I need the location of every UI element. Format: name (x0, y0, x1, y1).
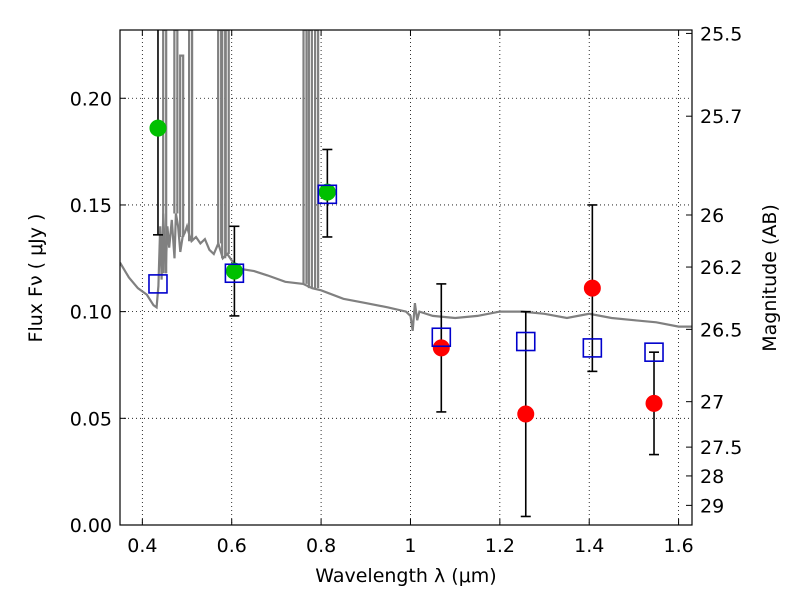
plot-clip-group (120, 30, 692, 518)
right-axis-label: Magnitude (AB) (759, 204, 781, 352)
mag-tick-label: 26.5 (700, 319, 742, 341)
data-point (432, 339, 450, 357)
data-point (318, 183, 336, 201)
model-photometry-point (224, 263, 245, 284)
x-tick-label: 1.2 (485, 535, 515, 557)
emission-line (224, 30, 230, 255)
mag-tick-label: 26 (700, 205, 724, 227)
emission-line (188, 30, 194, 242)
axes: 0.4 0.6 0.8 1 1.2 1.4 1.6 0.00 0.05 0.10 0.15 0.20 2… (70, 23, 743, 557)
mag-tick-label: 26.2 (700, 257, 742, 279)
plot-frame (119, 29, 693, 526)
grid (120, 30, 692, 526)
emission-line (173, 30, 179, 214)
data-point (583, 279, 601, 297)
emission-line (307, 30, 313, 289)
y-tick-label: 0.00 (70, 515, 112, 537)
mag-tick-label: 28 (700, 466, 724, 488)
x-tick-label: 1.4 (574, 535, 604, 557)
x-axis-label: Wavelength λ (μm) (315, 565, 496, 587)
model-photometry-point (431, 327, 452, 348)
data-point (517, 405, 535, 423)
x-tick-label: 0.4 (127, 535, 157, 557)
mag-tick-label: 27.5 (700, 437, 742, 459)
x-tick-label: 1 (404, 535, 416, 557)
model-photometry-point (317, 184, 338, 205)
y-tick-label: 0.05 (70, 408, 112, 430)
model-photometry-point (644, 342, 664, 362)
y-axis-label: Flux Fν ( μJy ) (25, 214, 47, 343)
emission-line (162, 30, 168, 274)
model-photometry-point (515, 331, 536, 352)
emission-line (217, 30, 223, 244)
mag-tick-label: 29 (700, 495, 724, 517)
x-tick-label: 0.6 (217, 535, 247, 557)
x-tick-label: 0.8 (306, 535, 336, 557)
mag-tick-label: 25.5 (700, 23, 742, 45)
model-photometry-point (582, 338, 603, 358)
data-point (225, 262, 243, 280)
y-tick-label: 0.20 (70, 88, 112, 110)
model-spectrum-line (120, 213, 692, 331)
y-tick-label: 0.15 (70, 195, 112, 217)
mag-tick-label: 25.7 (700, 106, 742, 128)
emission-line (179, 54, 185, 237)
data-point (149, 119, 167, 137)
y-tick-label: 0.10 (70, 302, 112, 324)
model-photometry-point (148, 274, 168, 294)
data-point (645, 394, 663, 412)
x-tick-label: 1.6 (663, 535, 693, 557)
emission-line (302, 30, 308, 284)
mag-tick-label: 27 (700, 392, 724, 414)
plot-area (120, 30, 692, 518)
emission-line (314, 30, 320, 289)
